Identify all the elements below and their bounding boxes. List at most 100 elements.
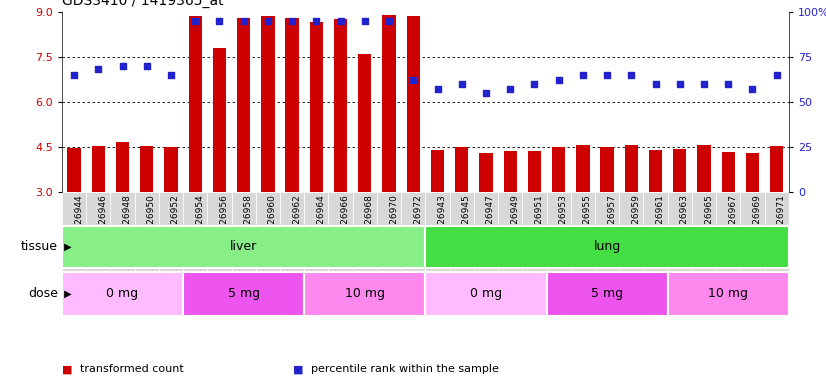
Bar bbox=[353, 192, 377, 275]
Text: GSM326959: GSM326959 bbox=[631, 194, 640, 249]
Text: GSM326967: GSM326967 bbox=[729, 194, 738, 249]
Point bbox=[261, 18, 274, 24]
Text: GSM326958: GSM326958 bbox=[244, 194, 253, 249]
Text: GSM326955: GSM326955 bbox=[583, 194, 592, 249]
Bar bbox=[425, 225, 789, 268]
Text: GSM326968: GSM326968 bbox=[365, 194, 374, 249]
Bar bbox=[329, 192, 353, 275]
Bar bbox=[425, 192, 449, 275]
Point bbox=[528, 81, 541, 87]
Text: 0 mg: 0 mg bbox=[470, 287, 502, 300]
Point bbox=[164, 71, 178, 78]
Bar bbox=[62, 192, 86, 275]
Bar bbox=[116, 142, 129, 192]
Point bbox=[382, 18, 396, 24]
Point bbox=[358, 18, 372, 24]
Text: GDS3410 / 1419365_at: GDS3410 / 1419365_at bbox=[62, 0, 224, 8]
Point bbox=[624, 71, 638, 78]
Text: percentile rank within the sample: percentile rank within the sample bbox=[311, 364, 499, 374]
Bar bbox=[479, 154, 492, 192]
Text: lung: lung bbox=[594, 240, 620, 253]
Point bbox=[310, 18, 323, 24]
Bar bbox=[183, 192, 207, 275]
Bar bbox=[207, 192, 231, 275]
Point bbox=[697, 81, 710, 87]
Text: GSM326960: GSM326960 bbox=[268, 194, 277, 249]
Point bbox=[116, 63, 129, 69]
Point bbox=[213, 18, 226, 24]
Bar bbox=[406, 16, 420, 192]
Bar bbox=[334, 19, 347, 192]
Bar bbox=[164, 147, 178, 192]
Text: GSM326963: GSM326963 bbox=[680, 194, 689, 249]
Text: GSM326948: GSM326948 bbox=[122, 194, 131, 249]
Text: GSM326962: GSM326962 bbox=[292, 194, 301, 249]
Point bbox=[406, 77, 420, 83]
Text: GSM326944: GSM326944 bbox=[74, 194, 83, 249]
Text: 10 mg: 10 mg bbox=[708, 287, 748, 300]
Text: transformed count: transformed count bbox=[80, 364, 184, 374]
Bar bbox=[425, 271, 547, 316]
Bar bbox=[643, 192, 667, 275]
Bar bbox=[522, 192, 547, 275]
Bar bbox=[547, 271, 667, 316]
Text: 5 mg: 5 mg bbox=[591, 287, 623, 300]
Bar bbox=[577, 146, 590, 192]
Text: GSM326945: GSM326945 bbox=[462, 194, 471, 249]
Point bbox=[68, 71, 81, 78]
Bar bbox=[455, 147, 468, 192]
Bar bbox=[474, 192, 498, 275]
Bar bbox=[213, 48, 226, 192]
Bar bbox=[431, 151, 444, 192]
Bar bbox=[140, 146, 154, 192]
Text: 5 mg: 5 mg bbox=[228, 287, 259, 300]
Bar bbox=[722, 152, 735, 192]
Bar bbox=[692, 192, 716, 275]
Bar bbox=[304, 192, 329, 275]
Point bbox=[334, 18, 347, 24]
Point bbox=[455, 81, 468, 87]
Bar bbox=[595, 192, 620, 275]
Bar bbox=[188, 16, 202, 192]
Point bbox=[577, 71, 590, 78]
Text: tissue: tissue bbox=[21, 240, 58, 253]
Point bbox=[770, 71, 783, 78]
Bar bbox=[358, 54, 372, 192]
Bar bbox=[401, 192, 425, 275]
Text: GSM326953: GSM326953 bbox=[558, 194, 567, 249]
Point bbox=[431, 86, 444, 92]
Bar bbox=[552, 147, 565, 192]
Point bbox=[746, 86, 759, 92]
Text: GSM326956: GSM326956 bbox=[220, 194, 229, 249]
Bar bbox=[111, 192, 135, 275]
Bar bbox=[183, 271, 304, 316]
Bar bbox=[86, 192, 111, 275]
Point bbox=[188, 18, 202, 24]
Text: liver: liver bbox=[230, 240, 257, 253]
Bar bbox=[765, 192, 789, 275]
Text: GSM326964: GSM326964 bbox=[316, 194, 325, 249]
Bar bbox=[159, 192, 183, 275]
Bar bbox=[92, 146, 105, 192]
Text: GSM326966: GSM326966 bbox=[340, 194, 349, 249]
Text: GSM326971: GSM326971 bbox=[776, 194, 786, 249]
Bar bbox=[601, 147, 614, 192]
Bar bbox=[256, 192, 280, 275]
Bar bbox=[261, 16, 274, 192]
Text: GSM326949: GSM326949 bbox=[510, 194, 520, 249]
Bar bbox=[377, 192, 401, 275]
Text: ▶: ▶ bbox=[61, 242, 72, 252]
Bar bbox=[449, 192, 474, 275]
Text: ■: ■ bbox=[62, 364, 73, 374]
Text: GSM326965: GSM326965 bbox=[704, 194, 713, 249]
Point bbox=[92, 66, 105, 72]
Bar bbox=[310, 22, 323, 192]
Text: GSM326969: GSM326969 bbox=[752, 194, 762, 249]
Text: dose: dose bbox=[28, 287, 58, 300]
Bar bbox=[746, 153, 759, 192]
Text: GSM326954: GSM326954 bbox=[195, 194, 204, 249]
Bar bbox=[547, 192, 571, 275]
Bar bbox=[304, 271, 425, 316]
Bar bbox=[667, 192, 692, 275]
Point bbox=[649, 81, 662, 87]
